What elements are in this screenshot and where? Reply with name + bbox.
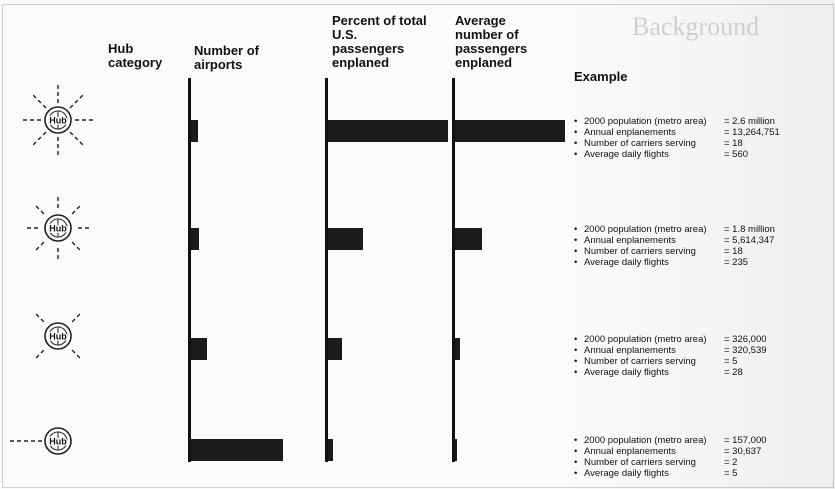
hub-icon-label: Hub bbox=[49, 224, 67, 234]
detail-value: = 28 bbox=[724, 367, 743, 378]
figure-frame bbox=[2, 4, 834, 488]
detail-label: Number of carriers serving bbox=[584, 457, 696, 468]
hub-icon: Hub bbox=[10, 427, 72, 455]
bullet-icon: • bbox=[574, 246, 578, 257]
header-average-enplaned: Average number of passengers enplaned bbox=[455, 13, 528, 70]
detail-label: Number of carriers serving bbox=[584, 246, 696, 257]
average-bar bbox=[455, 439, 457, 461]
example-detail-item: • Average daily flights = 5 bbox=[574, 468, 737, 479]
detail-value: = 2.6 million bbox=[724, 116, 775, 127]
bullet-icon: • bbox=[574, 468, 578, 479]
example-detail-item: • Annual enplanements = 320,539 bbox=[574, 345, 767, 356]
hub-icon-label: Hub bbox=[49, 332, 67, 342]
detail-value: = 13,264,751 bbox=[724, 127, 780, 138]
example-detail-item: • 2000 population (metro area) = 1.8 milli… bbox=[574, 224, 775, 235]
example-detail-item: • Number of carriers serving = 18 bbox=[574, 138, 743, 149]
bullet-icon: • bbox=[574, 356, 578, 367]
detail-value: = 2 bbox=[724, 457, 738, 468]
percent-bar bbox=[328, 120, 448, 142]
average-bar bbox=[455, 338, 461, 360]
detail-label: 2000 population (metro area) bbox=[584, 435, 707, 446]
hub-icon-label: Hub bbox=[49, 437, 67, 447]
detail-label: Average daily flights bbox=[584, 468, 669, 479]
percent-bar bbox=[328, 228, 363, 250]
detail-value: = 326,000 bbox=[724, 334, 767, 345]
average-bar bbox=[455, 228, 483, 250]
detail-label: Annual enplanements bbox=[584, 235, 676, 246]
detail-value: = 5,614,347 bbox=[724, 235, 775, 246]
bullet-icon: • bbox=[574, 235, 578, 246]
bullet-icon: • bbox=[574, 435, 578, 446]
example-detail-item: • Average daily flights = 28 bbox=[574, 367, 743, 378]
hub-icon-label: Hub bbox=[49, 116, 67, 126]
bullet-icon: • bbox=[574, 457, 578, 468]
detail-value: = 30,637 bbox=[724, 446, 762, 457]
airports-bar bbox=[191, 228, 200, 250]
hub-icon: Hub bbox=[23, 85, 93, 155]
detail-value: = 1.8 million bbox=[724, 224, 775, 235]
example-detail-item: • 2000 population (metro area) = 326,000 bbox=[574, 334, 767, 345]
bullet-icon: • bbox=[574, 116, 578, 127]
detail-value: = 18 bbox=[724, 246, 743, 257]
bullet-icon: • bbox=[574, 257, 578, 268]
average-bar bbox=[455, 120, 565, 142]
example-detail-item: • Average daily flights = 560 bbox=[574, 149, 748, 160]
airports-bar bbox=[191, 338, 207, 360]
detail-label: 2000 population (metro area) bbox=[584, 116, 707, 127]
detail-label: Annual enplanements bbox=[584, 446, 676, 457]
example-detail-item: • Number of carriers serving = 5 bbox=[574, 356, 737, 367]
detail-label: Annual enplanements bbox=[584, 127, 676, 138]
example-detail-item: • Average daily flights = 235 bbox=[574, 257, 748, 268]
example-detail-item: • Number of carriers serving = 18 bbox=[574, 246, 743, 257]
detail-value: = 320,539 bbox=[724, 345, 767, 356]
bullet-icon: • bbox=[574, 149, 578, 160]
percent-bar bbox=[328, 439, 334, 461]
detail-value: = 5 bbox=[724, 468, 738, 479]
detail-value: = 235 bbox=[724, 257, 749, 268]
detail-value: = 18 bbox=[724, 138, 743, 149]
header-example: Example bbox=[574, 69, 628, 84]
bullet-icon: • bbox=[574, 446, 578, 457]
hub-icon: Hub bbox=[27, 197, 89, 259]
example-detail-item: • Number of carriers serving = 2 bbox=[574, 457, 737, 468]
percent-axis bbox=[325, 78, 328, 462]
airports-bar bbox=[191, 439, 283, 461]
bleed-through-background bbox=[560, 0, 835, 489]
hub-icon: Hub bbox=[35, 313, 81, 359]
example-detail-item: • Annual enplanements = 5,614,347 bbox=[574, 235, 774, 246]
detail-label: Annual enplanements bbox=[584, 345, 676, 356]
example-detail-item: • Annual enplanements = 13,264,751 bbox=[574, 127, 780, 138]
average-axis bbox=[452, 78, 455, 462]
header-number-of-airports: Number of airports bbox=[194, 43, 259, 72]
airports-axis bbox=[188, 78, 191, 462]
detail-value: = 5 bbox=[724, 356, 738, 367]
detail-value: = 157,000 bbox=[724, 435, 767, 446]
example-detail-item: • Annual enplanements = 30,637 bbox=[574, 446, 761, 457]
percent-bar bbox=[328, 338, 342, 360]
bullet-icon: • bbox=[574, 224, 578, 235]
bullet-icon: • bbox=[574, 345, 578, 356]
detail-value: = 560 bbox=[724, 149, 749, 160]
header-hub-category: Hub category bbox=[108, 41, 163, 70]
header-percent-enplaned: Percent of total U.S. passengers enplane… bbox=[332, 13, 427, 70]
detail-label: Average daily flights bbox=[584, 367, 669, 378]
detail-label: Average daily flights bbox=[584, 149, 669, 160]
example-detail-item: • 2000 population (metro area) = 2.6 milli… bbox=[574, 116, 775, 127]
airports-bar bbox=[191, 120, 199, 142]
detail-label: 2000 population (metro area) bbox=[584, 224, 707, 235]
example-detail-item: • 2000 population (metro area) = 157,000 bbox=[574, 435, 767, 446]
bullet-icon: • bbox=[574, 127, 578, 138]
bullet-icon: • bbox=[574, 367, 578, 378]
bullet-icon: • bbox=[574, 138, 578, 149]
bullet-icon: • bbox=[574, 334, 578, 345]
detail-label: Average daily flights bbox=[584, 257, 669, 268]
detail-label: Number of carriers serving bbox=[584, 138, 696, 149]
detail-label: Number of carriers serving bbox=[584, 356, 696, 367]
background-title: Background bbox=[632, 12, 760, 41]
detail-label: 2000 population (metro area) bbox=[584, 334, 707, 345]
